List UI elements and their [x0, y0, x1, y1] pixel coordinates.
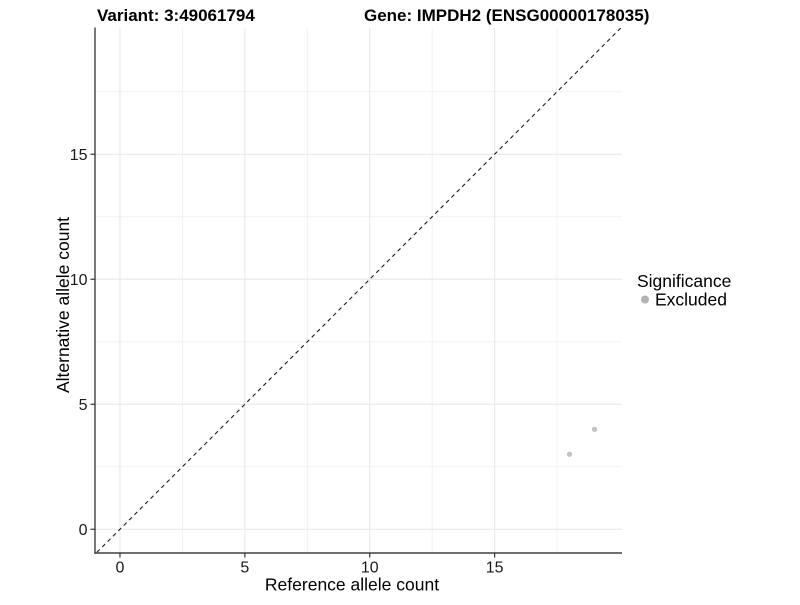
gridlines-minor [95, 28, 622, 553]
y-tick-label: 5 [79, 397, 88, 414]
x-tick-label: 15 [486, 560, 504, 577]
y-tick-label: 10 [70, 272, 88, 289]
x-tick-label: 0 [116, 560, 125, 577]
gridlines-major [95, 28, 622, 553]
y-tick-label: 15 [70, 147, 88, 164]
legend-entry-label: Excluded [655, 290, 727, 310]
x-tick-label: 5 [240, 560, 249, 577]
x-tick-label: 10 [361, 560, 379, 577]
data-point [591, 426, 598, 432]
plot-title-gene: Gene: IMPDH2 (ENSG00000178035) [364, 6, 649, 25]
data-points [566, 426, 598, 457]
y-axis-title: Alternative allele count [53, 217, 73, 393]
y-tick-label: 0 [79, 522, 88, 539]
legend: Significance Excluded [637, 271, 731, 310]
x-axis-ticks: 0 5 10 15 [116, 553, 504, 577]
data-point [566, 451, 573, 457]
y-axis-ticks: 0 5 10 15 [70, 147, 95, 539]
legend-key-point-icon [641, 295, 649, 304]
legend-title: Significance [637, 271, 731, 291]
x-axis-title: Reference allele count [265, 575, 439, 595]
plot-title-variant: Variant: 3:49061794 [97, 6, 255, 25]
